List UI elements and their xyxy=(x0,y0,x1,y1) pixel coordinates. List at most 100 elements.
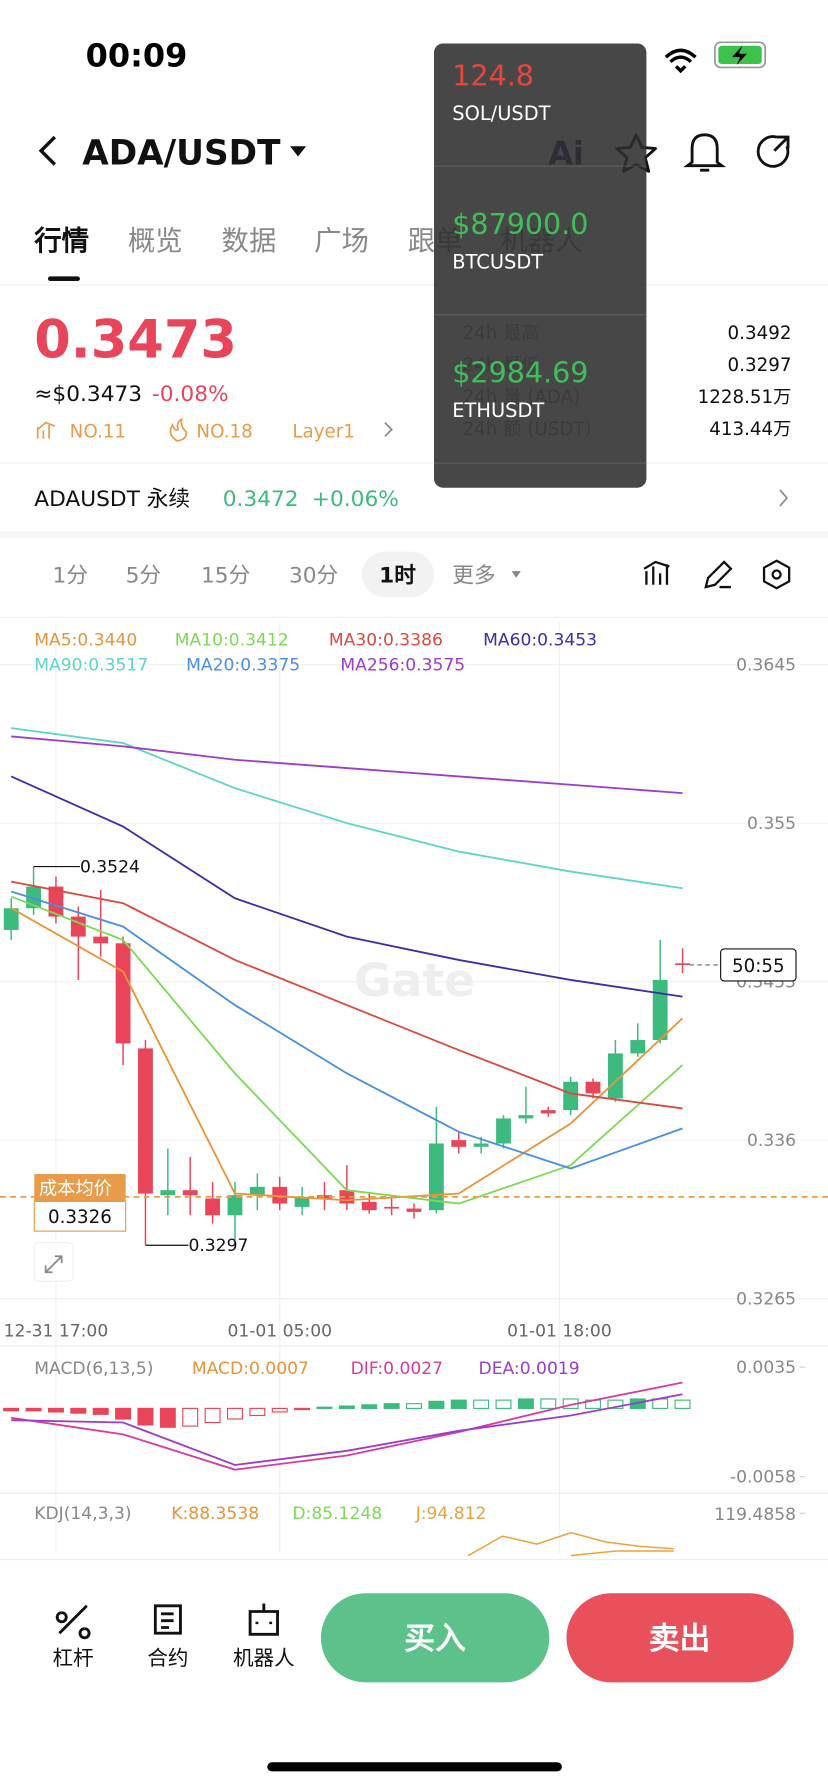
macd-bar xyxy=(70,1407,87,1414)
dropdown-divider xyxy=(433,314,647,316)
pair-dropdown-arrow[interactable] xyxy=(290,146,307,157)
macd-bar xyxy=(159,1407,176,1428)
macd-bar xyxy=(249,1407,266,1417)
legend-entry: MA90:0.3517 xyxy=(34,655,148,675)
wifi-icon xyxy=(664,48,697,74)
y-tick-label: 0.3645 xyxy=(736,655,796,675)
alert-bell[interactable] xyxy=(683,133,727,172)
perp-name[interactable]: ADAUSDT 永续 xyxy=(34,487,190,512)
legend-entry: MA30:0.3386 xyxy=(329,630,443,650)
bot-icon xyxy=(248,1603,279,1636)
candle-body xyxy=(361,1201,377,1211)
candle-body xyxy=(540,1110,556,1114)
ticker-tag[interactable]: Layer1 xyxy=(292,421,355,442)
y-tick-label: 0.355 xyxy=(747,814,796,834)
interval-tab[interactable]: 1时 xyxy=(379,564,416,589)
candle-body xyxy=(630,1040,646,1054)
expand-icon xyxy=(44,1255,63,1274)
dropdown-divider xyxy=(433,462,647,464)
expand-button[interactable] xyxy=(33,1241,74,1282)
leverage-icon xyxy=(55,1604,91,1640)
home-indicator xyxy=(267,1762,562,1772)
share-icon[interactable] xyxy=(756,135,790,168)
y-tick-label: 0.0035 xyxy=(736,1358,796,1378)
active-interval-bg xyxy=(362,551,434,598)
tags-more[interactable] xyxy=(384,422,393,437)
pair-title[interactable]: ADA/USDT xyxy=(82,134,281,174)
settings-icon[interactable] xyxy=(762,559,791,590)
divider xyxy=(0,616,828,618)
ticker-tag[interactable]: NO.11 xyxy=(70,421,126,442)
dropdown-pair[interactable]: ETHUSDT xyxy=(452,399,544,422)
candle-body xyxy=(384,1206,400,1209)
tool-label[interactable]: 合约 xyxy=(147,1646,188,1670)
dropdown-price[interactable]: 124.8 xyxy=(452,59,534,93)
y-tick-label: 0.336 xyxy=(747,1131,796,1151)
more-arrow xyxy=(511,571,521,578)
macd-bar xyxy=(47,1407,64,1413)
interval-tab[interactable]: 30分 xyxy=(289,564,338,589)
ticker-tag[interactable]: NO.18 xyxy=(196,421,252,442)
candle-body xyxy=(675,963,690,966)
kdj-label: J:94.812 xyxy=(415,1504,487,1524)
macd-title: MACD(6,13,5) xyxy=(34,1359,153,1379)
macd-bar xyxy=(25,1407,42,1412)
macd-bar xyxy=(674,1399,691,1409)
back-button[interactable] xyxy=(38,135,57,166)
dropdown-pair[interactable]: SOL/USDT xyxy=(452,102,550,125)
indicator-icon[interactable] xyxy=(643,560,670,585)
candle-body xyxy=(294,1196,310,1207)
draw-icon[interactable] xyxy=(704,560,733,589)
perp-arrow[interactable] xyxy=(779,489,789,507)
nav-tab[interactable]: 广场 xyxy=(314,226,369,257)
legend-entry: MA10:0.3412 xyxy=(175,630,289,650)
battery-bolt xyxy=(732,45,747,66)
ticker-dropdown xyxy=(433,43,647,488)
dropdown-price[interactable]: $87900.0 xyxy=(452,207,588,241)
section-gap xyxy=(0,531,828,538)
candle-body xyxy=(473,1143,489,1147)
divider xyxy=(0,1345,828,1347)
sell-label[interactable]: 卖出 xyxy=(649,1621,711,1657)
kdj-label: K:88.3538 xyxy=(171,1504,259,1524)
macd-bar xyxy=(294,1407,311,1411)
macd-bar xyxy=(428,1400,445,1409)
dropdown-pair[interactable]: BTCUSDT xyxy=(452,250,543,273)
tool-label[interactable]: 杠杆 xyxy=(53,1646,94,1670)
interval-tab[interactable]: 1分 xyxy=(53,564,89,589)
interval-tab[interactable]: 5分 xyxy=(126,564,162,589)
candle-body xyxy=(3,908,19,930)
kdj-lines xyxy=(467,1531,674,1557)
x-tick-label: 12-31 17:00 xyxy=(4,1321,109,1341)
hot-icon xyxy=(169,417,188,442)
active-tab-indicator xyxy=(47,276,80,281)
settings-dot xyxy=(771,569,782,580)
nav-tab[interactable]: 数据 xyxy=(222,226,277,257)
dif-line xyxy=(11,1381,683,1471)
stat-value: 0.3492 xyxy=(728,323,792,344)
nav-tab[interactable]: 行情 xyxy=(33,225,89,257)
buy-label[interactable]: 买入 xyxy=(404,1621,466,1657)
macd-bar xyxy=(383,1403,400,1409)
buy-button[interactable] xyxy=(320,1593,550,1683)
legend-entry: MA256:0.3575 xyxy=(340,655,465,675)
nav-tab[interactable]: 概览 xyxy=(128,226,183,257)
cost-price-box xyxy=(33,1200,127,1232)
tool-label[interactable]: 机器人 xyxy=(233,1646,295,1670)
ma-line xyxy=(11,727,683,890)
dropdown-price[interactable]: $2984.69 xyxy=(452,356,588,390)
legend-entry: MA60:0.3453 xyxy=(483,630,597,650)
contract-icon xyxy=(153,1604,182,1635)
interval-tab[interactable]: 15分 xyxy=(201,564,250,589)
y-tick-label: 0.3265 xyxy=(736,1289,796,1309)
legend-entry: MA5:0.3440 xyxy=(34,630,137,650)
candle-body xyxy=(249,1186,265,1196)
sell-button[interactable] xyxy=(566,1593,794,1683)
macd-bar xyxy=(137,1407,154,1426)
candle-body xyxy=(406,1208,422,1212)
interval-tab[interactable]: 更多 xyxy=(452,564,495,589)
perp-change: +0.06% xyxy=(312,487,399,512)
divider xyxy=(0,1558,828,1561)
kdj-label: D:85.1248 xyxy=(292,1504,382,1524)
